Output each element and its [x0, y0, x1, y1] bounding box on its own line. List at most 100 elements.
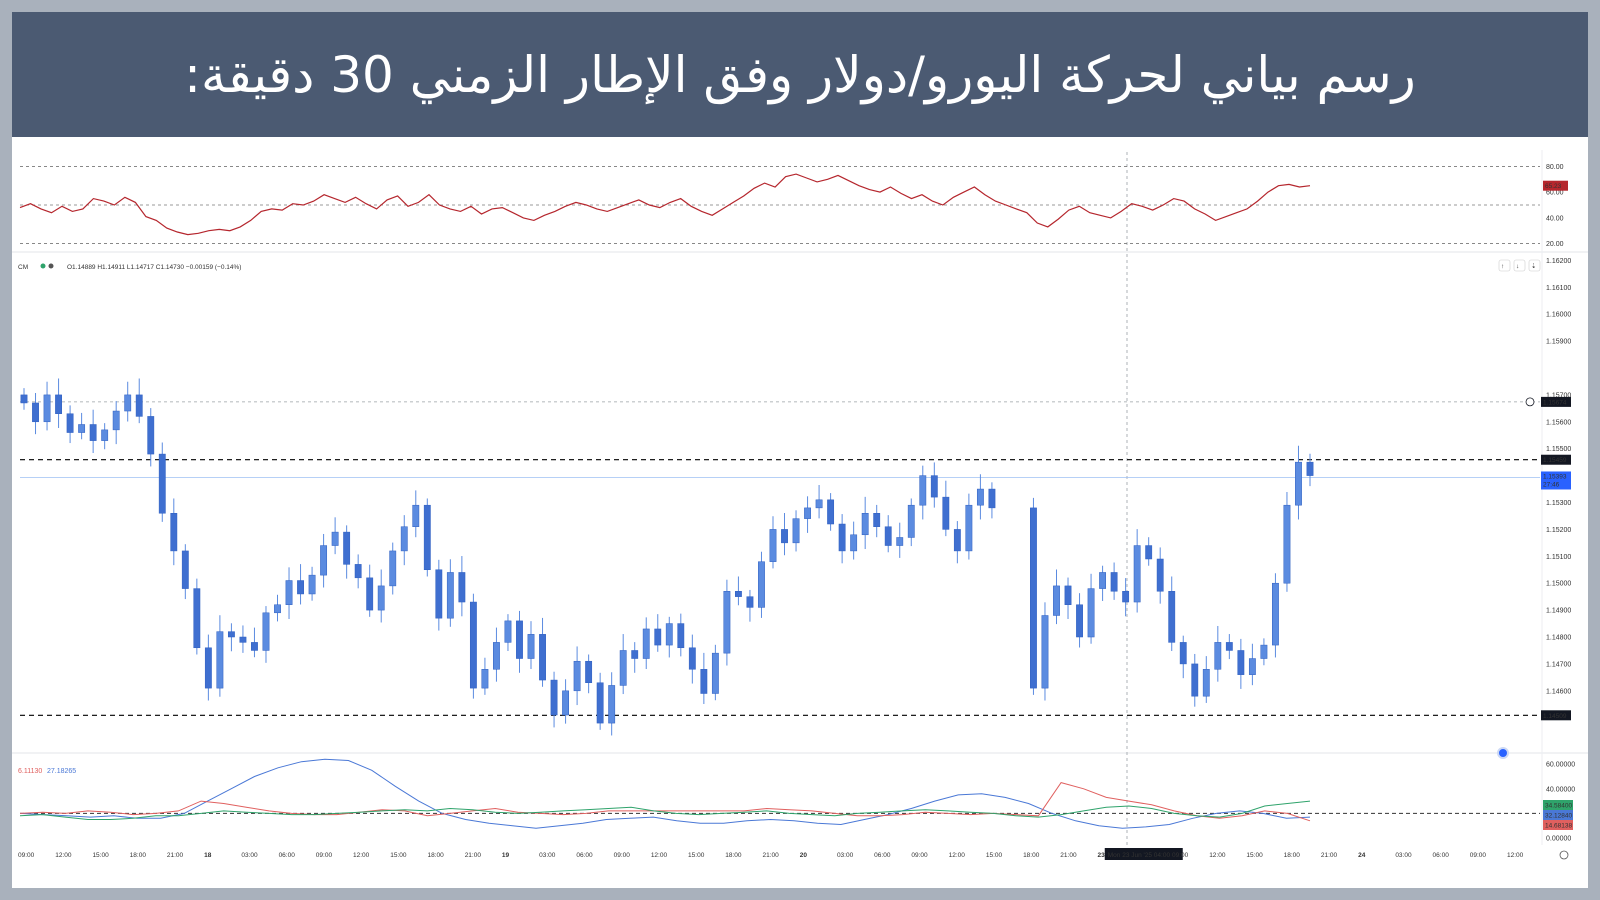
price-y-tick: 1.14900: [1546, 608, 1571, 615]
time-x-tick: 15:00: [688, 852, 705, 859]
candle-body: [1179, 642, 1187, 665]
candle-body: [976, 488, 984, 506]
crosshair-time-label: Mon 23 Jun '25 04:00: [1108, 852, 1171, 859]
crosshair-price-label: 1.15674: [1543, 399, 1567, 406]
settings-icon: [1559, 850, 1569, 860]
oscillator-y-tick: 80.00: [1546, 164, 1564, 171]
candle-body: [1133, 545, 1141, 603]
candle-body: [1156, 558, 1164, 592]
candle-body: [608, 685, 616, 724]
indicator-value-label: 32.12840: [1545, 813, 1572, 820]
candle-body: [527, 634, 535, 659]
candle-body: [688, 647, 696, 670]
candle-body: [147, 416, 155, 455]
price-y-tick: 1.14700: [1546, 661, 1571, 668]
time-x-tick: 03:00: [1395, 852, 1412, 859]
level-price-tag: [1541, 710, 1571, 721]
candle-body: [308, 574, 316, 595]
candle-body: [573, 660, 581, 692]
candle-body: [377, 585, 385, 611]
candle-body: [1099, 572, 1107, 589]
time-x-tick: 12:00: [651, 852, 668, 859]
time-x-tick: 21:00: [763, 852, 780, 859]
time-x-tick: 09:00: [911, 852, 928, 859]
indicator-y-tick: 60.00000: [1546, 762, 1575, 769]
time-x-tick: 06:00: [279, 852, 296, 859]
candle-body: [239, 636, 247, 643]
time-x-tick: 18:00: [725, 852, 742, 859]
candle-body: [400, 526, 408, 552]
time-x-tick: 06:00: [576, 852, 593, 859]
candle-body: [101, 429, 109, 441]
candle-body: [1145, 545, 1153, 560]
oscillator-value-label: 65.23: [1545, 183, 1562, 190]
candle-body: [965, 504, 973, 552]
candle-body: [861, 513, 869, 536]
bar-countdown-label: 27:46: [1543, 481, 1560, 488]
time-x-tick: 12:00: [55, 852, 72, 859]
price-y-tick: 1.16100: [1546, 285, 1571, 292]
level-price-label: 1.15459: [1543, 457, 1567, 464]
candle-body: [516, 620, 523, 659]
candle-body: [550, 679, 558, 716]
price-y-tick: 1.15600: [1546, 419, 1571, 426]
price-y-tick: 1.15100: [1546, 554, 1571, 561]
candle-body: [251, 642, 258, 651]
candle-body: [711, 652, 719, 694]
candle-body: [1225, 642, 1233, 651]
candle-body: [1168, 591, 1176, 643]
candle-body: [700, 669, 708, 694]
ohlc-header: O1.14889 H1.14911 L1.14717 C1.14730 −0.0…: [67, 264, 241, 271]
indicator-value-label: 34.58400: [1545, 803, 1572, 810]
crosshair-time-tag: [1104, 848, 1183, 860]
candle-body: [343, 531, 351, 565]
candle-body: [642, 628, 650, 659]
last-price-label: 1.15393: [1543, 473, 1567, 480]
candle-body: [320, 545, 328, 576]
time-x-tick: 23: [1098, 852, 1106, 859]
time-x-tick: 12:00: [1507, 852, 1524, 859]
candle-body: [907, 504, 915, 538]
price-y-tick: 1.15500: [1546, 446, 1571, 453]
scroll-button: [1498, 259, 1511, 272]
price-y-tick: 1.14800: [1546, 635, 1571, 642]
candle-body: [804, 507, 811, 519]
time-x-tick: 15:00: [92, 852, 109, 859]
candle-body: [884, 526, 892, 546]
time-x-tick: 15:00: [390, 852, 407, 859]
candle-body: [78, 424, 86, 433]
candle-body: [193, 588, 201, 649]
candle-body: [919, 475, 927, 506]
indicator-series-line: [19, 758, 1311, 829]
candle-body: [1053, 585, 1060, 616]
candle-body: [539, 634, 546, 681]
time-x-tick: 18:00: [130, 852, 147, 859]
indicator-series-line: [19, 800, 1311, 820]
indicator-header-value: 6.11130: [18, 768, 42, 775]
candle-body: [1076, 604, 1083, 638]
candle-body: [170, 513, 178, 552]
candle-body: [493, 642, 500, 670]
candle-body: [792, 518, 800, 544]
candle-body: [896, 537, 904, 546]
candle-body: [1283, 504, 1291, 584]
candle-body: [562, 690, 569, 716]
candle-body: [43, 394, 51, 423]
oscillator-y-tick: 60.00: [1546, 190, 1564, 197]
candle-body: [1272, 582, 1279, 646]
candle-body: [262, 612, 270, 651]
candle-body: [988, 488, 996, 509]
candle-body: [1041, 615, 1049, 689]
arrow-icon: ↑: [1501, 263, 1504, 270]
candle-body: [366, 577, 374, 611]
time-x-tick: 06:00: [874, 852, 891, 859]
candle-body: [873, 513, 881, 527]
price-y-tick: 1.15000: [1546, 581, 1571, 588]
time-x-tick: 20: [800, 852, 808, 859]
candle-body: [677, 623, 685, 649]
time-x-tick: 03:00: [837, 852, 854, 859]
price-y-tick: 1.16200: [1546, 258, 1571, 265]
candle-body: [481, 669, 489, 689]
candle-body: [285, 580, 293, 605]
